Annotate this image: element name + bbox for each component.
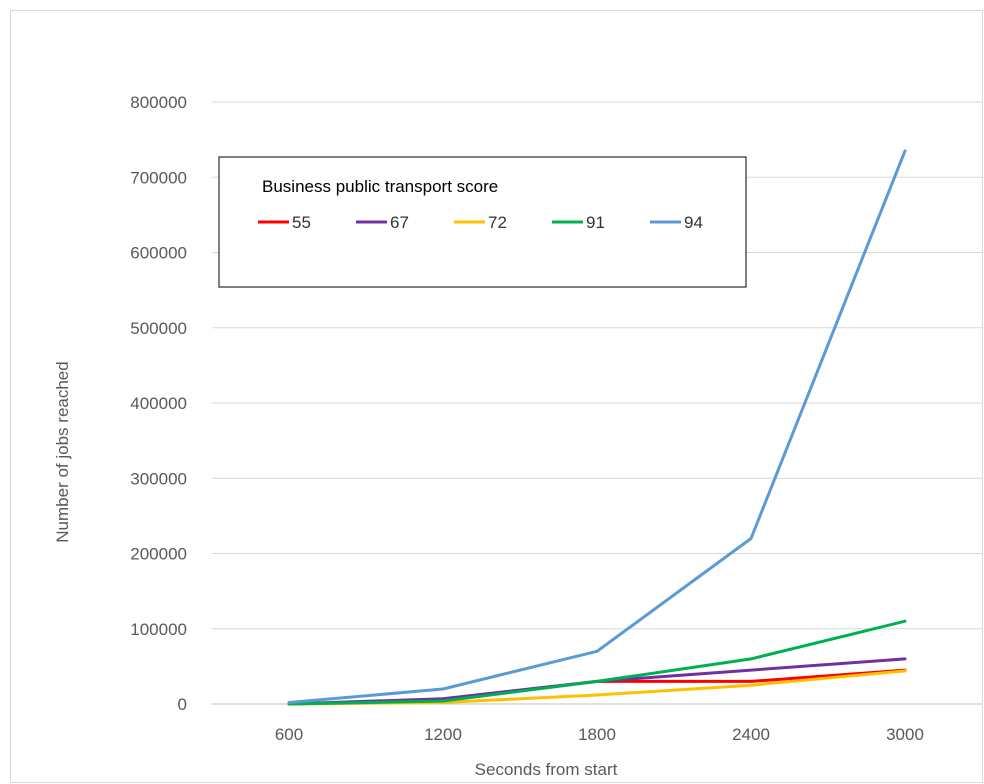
y-tick-label: 100000	[130, 620, 187, 639]
x-axis-ticks: 600 1200 1800 2400 3000	[275, 725, 924, 744]
chart-frame	[10, 10, 983, 783]
x-tick-label: 600	[275, 725, 303, 744]
legend-label-55: 55	[292, 213, 311, 232]
y-axis-title: Number of jobs reached	[53, 361, 72, 542]
legend-label-94: 94	[684, 213, 703, 232]
legend-label-67: 67	[390, 213, 409, 232]
legend-label-72: 72	[488, 213, 507, 232]
x-tick-label: 1200	[424, 725, 462, 744]
series-lines	[287, 149, 907, 706]
y-tick-label: 700000	[130, 168, 187, 187]
legend: Business public transport score 55 67 72 91…	[218, 156, 747, 288]
y-tick-label: 300000	[130, 469, 187, 488]
series-line-91	[287, 619, 907, 706]
legend-items: 55 67 72 91 94	[258, 213, 703, 232]
y-axis-ticks: 0 100000 200000 300000 400000 500000 600000 700…	[130, 93, 187, 714]
legend-title: Business public transport score	[262, 177, 498, 196]
y-tick-label: 200000	[130, 545, 187, 564]
y-tick-label: 400000	[130, 394, 187, 413]
series-line-94	[287, 149, 907, 704]
x-axis-title: Seconds from start	[475, 760, 618, 779]
series-line-55	[287, 668, 907, 706]
x-tick-label: 3000	[886, 725, 924, 744]
y-tick-label: 600000	[130, 244, 187, 263]
y-tick-label: 800000	[130, 93, 187, 112]
x-tick-label: 2400	[732, 725, 770, 744]
y-tick-label: 500000	[130, 319, 187, 338]
x-tick-label: 1800	[578, 725, 616, 744]
y-tick-label: 0	[178, 695, 187, 714]
legend-label-91: 91	[586, 213, 605, 232]
